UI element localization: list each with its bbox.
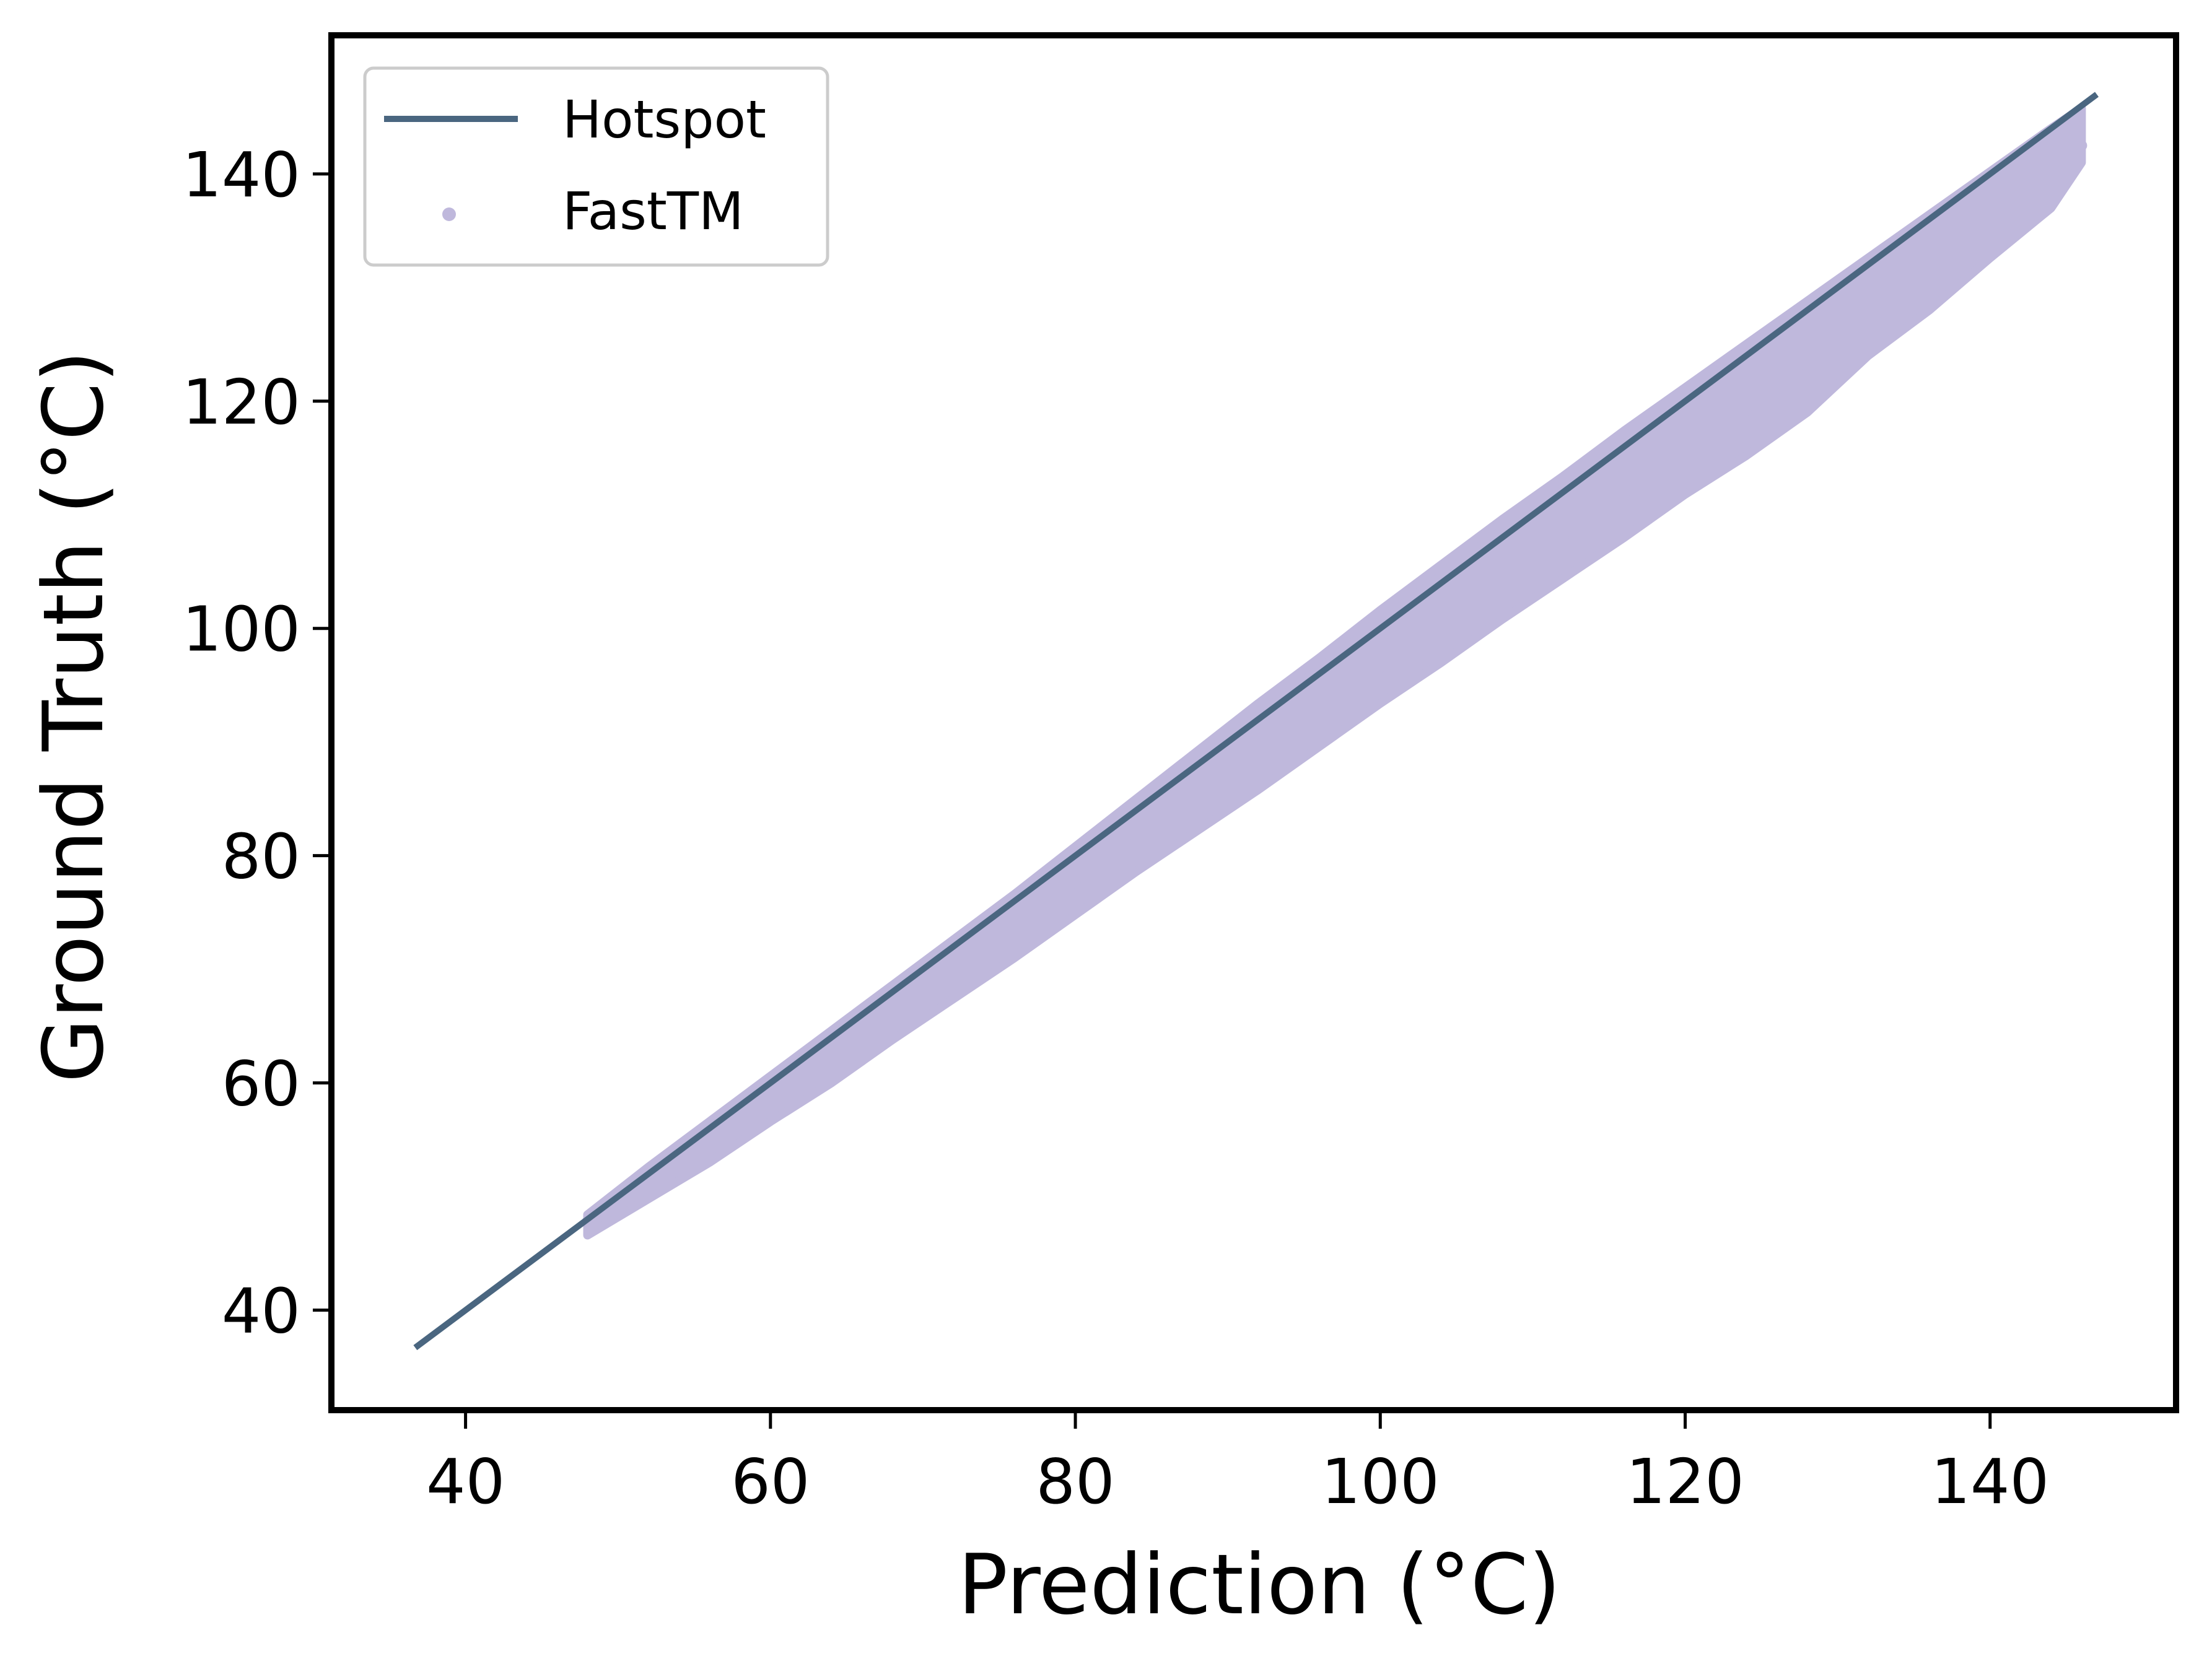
fasttm-point-cloud [583, 103, 2086, 1240]
y-tick-label: 140 [182, 139, 300, 211]
fasttm-point [1923, 268, 1935, 280]
fasttm-point [1557, 531, 1569, 543]
fasttm-point [826, 1047, 837, 1059]
y-tick-label: 80 [222, 821, 300, 893]
legend-fasttm-label: FastTM [562, 181, 744, 242]
fasttm-point [1862, 316, 1874, 328]
fasttm-point [1679, 448, 1691, 460]
fasttm-point [1252, 747, 1264, 759]
y-tick-label: 100 [182, 593, 300, 666]
fasttm-point [1313, 707, 1325, 718]
fasttm-point [1740, 404, 1752, 416]
fasttm-point [2076, 139, 2087, 151]
legend-hotspot-label: Hotspot [562, 89, 766, 150]
fasttm-point [1435, 618, 1447, 630]
fasttm-point [1619, 490, 1630, 502]
plot-frame [328, 32, 2179, 1413]
fasttm-point [1191, 793, 1203, 804]
fasttm-point [764, 1091, 776, 1102]
legend: Hotspot FastTM [363, 66, 829, 267]
fasttm-point [1070, 877, 1082, 889]
fasttm-point [704, 1131, 715, 1143]
x-tick-label: 140 [1931, 1445, 2049, 1518]
y-tick-label: 60 [222, 1048, 300, 1120]
y-axis-ticks: 40 60 80 100 120 140 [182, 139, 331, 1348]
x-tick-label: 80 [1036, 1445, 1114, 1518]
hotspot-line [413, 92, 2099, 1351]
fasttm-point [1984, 218, 1996, 230]
x-tick-label: 40 [426, 1445, 505, 1518]
x-tick-label: 120 [1626, 1445, 1744, 1518]
x-axis-label: Prediction (°C) [958, 1536, 1560, 1633]
x-axis-ticks: 40 60 80 100 120 140 [426, 1410, 2049, 1518]
fasttm-scatter-layer [582, 103, 2087, 1240]
hotspot-line-layer [413, 92, 2099, 1351]
x-tick-label: 60 [731, 1445, 810, 1518]
fasttm-point [886, 1004, 898, 1016]
fasttm-point [1497, 575, 1508, 586]
fasttm-point [1130, 834, 1142, 845]
fasttm-point [1375, 661, 1386, 673]
x-tick-label: 100 [1321, 1445, 1440, 1518]
y-tick-label: 120 [182, 366, 300, 438]
fasttm-point [1008, 920, 1020, 932]
y-tick-label: 40 [222, 1275, 300, 1348]
legend-fasttm-swatch [442, 207, 456, 221]
y-axis-label: Ground Truth (°C) [25, 351, 122, 1083]
fasttm-point [2045, 168, 2057, 180]
fasttm-point [948, 964, 960, 975]
fasttm-point [1801, 361, 1813, 373]
